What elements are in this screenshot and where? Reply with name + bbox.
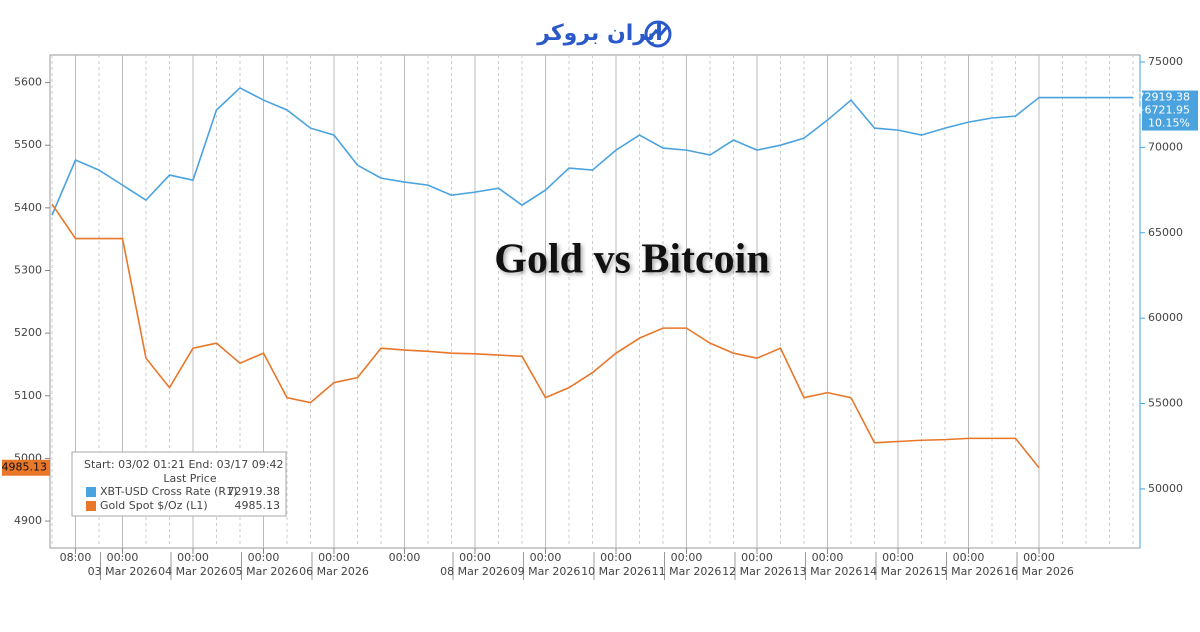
x-date-label: 14 Mar 2026: [863, 565, 933, 578]
x-tick-label: 00:00: [318, 551, 350, 564]
legend-box: [71, 451, 287, 517]
x-date-label: 08 Mar 2026: [440, 565, 510, 578]
x-tick-label: 00:00: [248, 551, 280, 564]
x-date-label: 03 Mar 2026: [88, 565, 158, 578]
x-tick-label: 00:00: [1023, 551, 1055, 564]
legend-value: 4985.13: [235, 499, 281, 512]
x-tick-label: 00:00: [600, 551, 632, 564]
x-tick-label: 00:00: [741, 551, 773, 564]
x-tick-label: 00:00: [882, 551, 914, 564]
legend-header: Start: 03/02 01:21 End: 03/17 09:42: [84, 458, 283, 471]
last-change: +6721.95: [1135, 104, 1190, 117]
x-date-label: 05 Mar 2026: [229, 565, 299, 578]
last-value: 4985.13: [2, 461, 48, 474]
x-date-label: 15 Mar 2026: [934, 565, 1004, 578]
series-line: [51, 203, 1040, 469]
chart-title: Gold vs Bitcoin: [494, 237, 769, 283]
brand-logo: ایران بروکر: [536, 21, 663, 46]
x-date-label: 10 Mar 2026: [581, 565, 651, 578]
x-date-label: 06 Mar 2026: [299, 565, 369, 578]
legend-swatch: [86, 501, 96, 511]
y-tick-label: 5500: [14, 138, 42, 151]
y-tick-label: 5200: [14, 326, 42, 339]
x-tick-label: 00:00: [812, 551, 844, 564]
y-tick-label: 5600: [14, 76, 42, 89]
x-date-label: 16 Mar 2026: [1004, 565, 1074, 578]
x-tick-label: 00:00: [389, 551, 421, 564]
series-line: [51, 86, 1133, 216]
x-date-label: 13 Mar 2026: [793, 565, 863, 578]
last-value-tag: [2, 459, 50, 476]
legend-swatch: [86, 487, 96, 497]
logo-icon: [644, 20, 672, 48]
x-date-label: 11 Mar 2026: [652, 565, 722, 578]
x-tick-label: 00:00: [459, 551, 491, 564]
x-tick-label: 00:00: [671, 551, 703, 564]
last-value-tag: [1142, 90, 1198, 131]
x-date-label: 09 Mar 2026: [511, 565, 581, 578]
last-change-pct: 10.15%: [1148, 117, 1190, 130]
y2-tick-label: 50000: [1148, 482, 1183, 495]
x-date-label: 04 Mar 2026: [158, 565, 228, 578]
y2-tick-label: 75000: [1148, 55, 1183, 68]
x-tick-label: 00:00: [107, 551, 139, 564]
legend-value: 72919.38: [228, 485, 281, 498]
legend-label: XBT-USD Cross Rate (R1): [100, 485, 237, 498]
y2-tick-label: 60000: [1148, 311, 1183, 324]
y2-tick-label: 65000: [1148, 226, 1183, 239]
last-value: 72919.38: [1138, 91, 1191, 104]
y-tick-label: 5100: [14, 389, 42, 402]
x-tick-label: 00:00: [177, 551, 209, 564]
x-date-label: 12 Mar 2026: [722, 565, 792, 578]
y2-tick-label: 70000: [1148, 140, 1183, 153]
y-tick-label: 4900: [14, 514, 42, 527]
y-tick-label: 5300: [14, 263, 42, 276]
x-tick-label: 00:00: [530, 551, 562, 564]
y2-tick-label: 55000: [1148, 397, 1183, 410]
x-tick-label: 08:00: [60, 551, 92, 564]
legend-label: Gold Spot $/Oz (L1): [100, 499, 208, 512]
legend-column: Last Price: [163, 472, 216, 485]
y-tick-label: 5400: [14, 201, 42, 214]
x-tick-label: 00:00: [953, 551, 985, 564]
